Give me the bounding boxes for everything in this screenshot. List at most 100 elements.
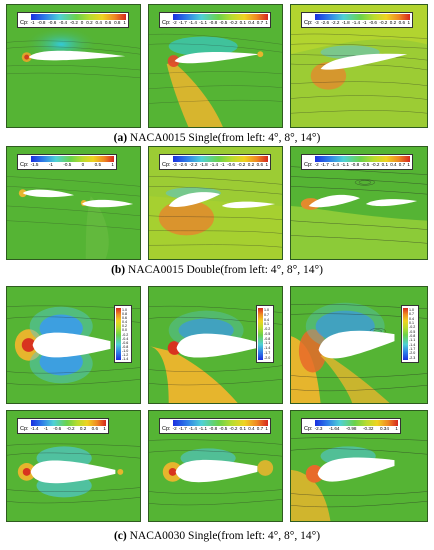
- vertical-colorbar-c3: 1.0 0.7 0.4 0.1 -0.2 -0.5 -0.8 -1.1 -1.4 -1.7 -2.0…: [401, 305, 419, 363]
- colorbar-tick-label: 0.4: [95, 20, 102, 25]
- colorbar-tick-label: 0.2: [247, 162, 255, 167]
- colorbar-b3: Cp: -2 -1.7 -1.4 -1.1 -0.8 -0.5 -0.2 0.1 0.4 0.7 1: [301, 154, 413, 170]
- colorbar-tick-label: 0.8: [122, 312, 127, 317]
- colorbar-ticks: -2 -1.7 -1.4 -1.1 -0.8 -0.5 -0.2 0.1 0.4 0.7 1: [315, 162, 410, 168]
- colorbar-tick-label: -0.8: [264, 336, 271, 341]
- colorbar-tick-label: -2.2: [189, 162, 198, 167]
- colorbar-tick-label: -1.0: [122, 348, 129, 353]
- colorbar-a3: Cp: -3 -2.6 -2.2 -1.8 -1.4 -1 -0.6 -0.2 0.2 0.6 1: [301, 12, 413, 28]
- colorbar-tick-label: 0.2: [79, 426, 87, 431]
- colorbar-tick-label: -1.1: [409, 338, 416, 343]
- colorbar-label: Cp:: [162, 162, 171, 168]
- colorbar-tick-label: 0.6: [122, 316, 127, 321]
- colorbar-tick-label: -1.4: [30, 426, 39, 431]
- colorbar-tick-label: 0.34: [379, 426, 389, 431]
- vertical-colorbar-c1: 1.0 0.8 0.6 0.4 0.2 0.0 -0.2 -0.4 -0.6 -0.8 -1.0 -1…: [114, 305, 132, 363]
- colorbar-tick-label: -1: [220, 162, 225, 167]
- colorbar-strip: [30, 420, 106, 426]
- colorbar-tick-label: -0.8: [409, 334, 416, 339]
- colorbar-c5: Cp: -2 -1.7 -1.4 -1.1 -0.8 -0.5 -0.2 0.1 0.4 0.7 1: [159, 418, 271, 434]
- colorbar-tick-label: 1.0: [409, 308, 414, 312]
- panel-a1: Cp: -1 -0.8 -0.6 -0.4 -0.2 0 0.2 0.4 0.6 0.8 1: [6, 4, 141, 128]
- colorbar-tick-label: 0.2: [389, 20, 397, 25]
- colorbar-label: Cp:: [304, 162, 313, 168]
- colorbar-tick-label: 1: [123, 20, 126, 25]
- colorbar-tick-label: -2.3: [314, 426, 323, 431]
- colorbar-strip: [172, 14, 268, 20]
- colorbar-label: Cp:: [162, 20, 171, 26]
- colorbar-tick-label: -0.5: [264, 331, 271, 336]
- colorbar-tick-label: 0.7: [264, 312, 269, 317]
- colorbar-tick-label: -0.8: [209, 426, 218, 431]
- panel-c3: 1.0 0.7 0.4 0.1 -0.2 -0.5 -0.8 -1.1 -1.4 -1.7 -2.0…: [290, 286, 428, 404]
- caption-a: (a) NACA0015 Single(from left: 4°, 8°, 1…: [0, 132, 434, 144]
- colorbar-tick-label: 1.0: [264, 308, 269, 312]
- colorbar-strip: [314, 14, 410, 20]
- colorbar-tick-label: -2: [172, 426, 177, 431]
- colorbar-tick-label: -0.6: [48, 20, 57, 25]
- colorbar-tick-label: 0.6: [256, 162, 263, 167]
- panel-b2: Cp: -3 -2.6 -2.2 -1.8 -1.4 -1 -0.6 -0.2 0.2 0.6 1: [148, 146, 283, 260]
- colorbar-label: Cp:: [20, 426, 29, 432]
- colorbar-ticks: -2.3 -1.64 -0.98 -0.32 0.34 1: [315, 426, 398, 432]
- colorbar-tick-label: 1: [111, 162, 114, 167]
- colorbar-strip: [172, 420, 268, 426]
- panel-a3: Cp: -3 -2.6 -2.2 -1.8 -1.4 -1 -0.6 -0.2 0.2 0.6 1: [290, 4, 428, 128]
- panel-c6: Cp: -2.3 -1.64 -0.98 -0.32 0.34 1: [290, 410, 428, 522]
- colorbar-tick-label: 0.1: [239, 20, 246, 25]
- colorbar-tick-label: -0.8: [37, 20, 46, 25]
- colorbar-tick-label: -1.4: [330, 162, 339, 167]
- colorbar-ticks: -3 -2.6 -2.2 -1.8 -1.4 -1 -0.6 -0.2 0.2 0.6 1: [315, 20, 410, 26]
- colorbar-tick-label: -0.6: [53, 426, 62, 431]
- colorbar-tick-label: 0.4: [264, 317, 269, 322]
- colorbar-c6: Cp: -2.3 -1.64 -0.98 -0.32 0.34 1: [301, 418, 401, 434]
- panel-b3: Cp: -2 -1.7 -1.4 -1.1 -0.8 -0.5 -0.2 0.1 0.4 0.7 1: [290, 146, 428, 260]
- colorbar-ticks: 1.0 0.7 0.4 0.1 -0.2 -0.5 -0.8 -1.1 -1.4 -1.7 -2.0: [263, 308, 272, 360]
- colorbar-tick-label: -0.5: [219, 20, 228, 25]
- colorbar-tick-label: -1.5: [30, 162, 39, 167]
- colorbar-tick-label: 1: [265, 162, 268, 167]
- colorbar-tick-label: -1.1: [199, 426, 208, 431]
- colorbar-tick-label: 0.8: [114, 20, 121, 25]
- colorbar-ticks: 1.0 0.7 0.4 0.1 -0.2 -0.5 -0.8 -1.1 -1.4 -1.7 -2.0…: [408, 308, 417, 360]
- colorbar-tick-label: -0.2: [264, 327, 271, 332]
- colorbar-tick-label: -1.7: [178, 20, 187, 25]
- colorbar-tick-label: 0: [80, 20, 84, 25]
- colorbar-tick-label: 0.1: [381, 162, 388, 167]
- colorbar-tick-label: -1: [48, 162, 53, 167]
- colorbar-tick-label: 0.7: [256, 20, 264, 25]
- colorbar-tick-label: -0.2: [229, 20, 238, 25]
- colorbar-tick-label: -0.8: [209, 20, 218, 25]
- colorbar-c4: Cp: -1.4 -1 -0.6 -0.2 0.2 0.6 1: [17, 418, 109, 434]
- colorbar-ticks: -1.4 -1 -0.6 -0.2 0.2 0.6 1: [31, 426, 106, 432]
- colorbar-tick-label: -1.7: [320, 162, 329, 167]
- panel-c5: Cp: -2 -1.7 -1.4 -1.1 -0.8 -0.5 -0.2 0.1 0.4 0.7 1: [148, 410, 283, 522]
- colorbar-tick-label: 1.0: [122, 308, 127, 312]
- caption-text: NACA0015 Double(from left: 4°, 8°, 14°): [128, 264, 323, 276]
- colorbar-ticks: -3 -2.6 -2.2 -1.8 -1.4 -1 -0.6 -0.2 0.2 0.6 1: [173, 162, 268, 168]
- panel-a2: Cp: -2 -1.7 -1.4 -1.1 -0.8 -0.5 -0.2 0.1 0.4 0.7 1: [148, 4, 283, 128]
- colorbar-label: Cp:: [304, 426, 313, 432]
- colorbar-tick-label: -0.32: [362, 426, 374, 431]
- colorbar-tick-label: -1.7: [409, 347, 416, 352]
- caption-text: NACA0015 Single(from left: 4°, 8°, 14°): [129, 132, 321, 144]
- panel-c4: Cp: -1.4 -1 -0.6 -0.2 0.2 0.6 1: [6, 410, 141, 522]
- colorbar-strip: [30, 156, 114, 162]
- colorbar-strip: [403, 308, 408, 360]
- colorbar-tick-label: 0: [81, 162, 85, 167]
- colorbar-a2: Cp: -2 -1.7 -1.4 -1.1 -0.8 -0.5 -0.2 0.1 0.4 0.7 1: [159, 12, 271, 28]
- colorbar-strip: [314, 156, 410, 162]
- colorbar-tick-label: 0.6: [91, 426, 98, 431]
- colorbar-label: Cp:: [20, 20, 29, 26]
- colorbar-b1: Cp: -1.5 -1 -0.5 0 0.5 1: [17, 154, 117, 170]
- colorbar-tick-label: -1.4: [210, 162, 219, 167]
- colorbar-tick-label: 0.2: [86, 20, 93, 25]
- colorbar-tick-label: -1: [30, 20, 35, 25]
- colorbar-b2: Cp: -3 -2.6 -2.2 -1.8 -1.4 -1 -0.6 -0.2 0.2 0.6 1: [159, 154, 271, 170]
- colorbar-tick-label: -0.2: [122, 332, 129, 337]
- colorbar-tick-label: -0.2: [229, 426, 238, 431]
- colorbar-tick-label: 1: [407, 20, 410, 25]
- colorbar-ticks: -2 -1.7 -1.4 -1.1 -0.8 -0.5 -0.2 0.1 0.4 0.7 1: [173, 20, 268, 26]
- colorbar-tick-label: 0.1: [264, 322, 269, 327]
- colorbar-tick-label: -0.8: [122, 344, 129, 349]
